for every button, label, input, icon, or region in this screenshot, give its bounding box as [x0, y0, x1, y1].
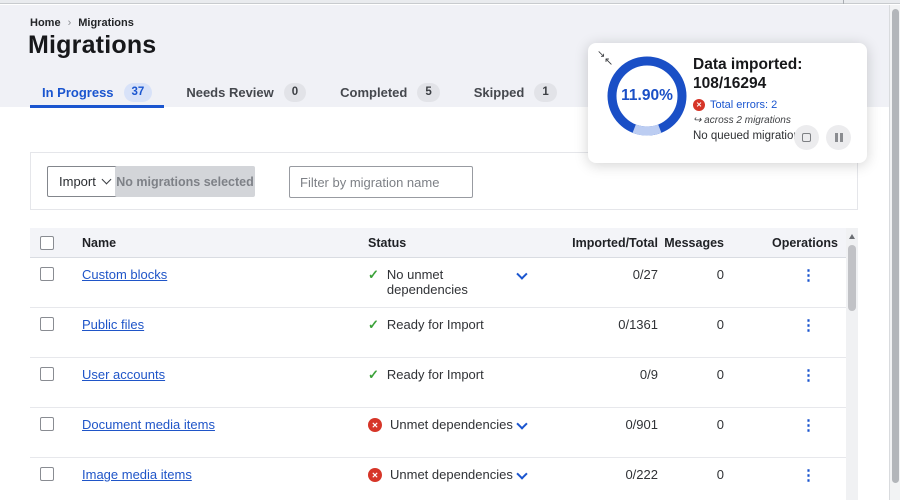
pause-icon [834, 133, 843, 142]
progress-card-buttons [794, 125, 851, 150]
row-checkbox[interactable] [40, 367, 54, 381]
check-icon: ✓ [368, 317, 379, 332]
operations-menu-icon[interactable]: ⋮ [801, 417, 816, 434]
migration-name-link[interactable]: Custom blocks [82, 267, 168, 282]
tab-needs-review[interactable]: Needs Review 0 [174, 78, 318, 107]
table-row: Public files ✓ Ready for Import 0/1361 0… [30, 308, 846, 358]
table-row: Document media items ✕ Unmet dependencie… [30, 408, 846, 458]
table-header-row: Name Status Imported/Total Messages Oper… [30, 228, 846, 258]
operations-menu-icon[interactable]: ⋮ [801, 267, 816, 284]
import-button[interactable]: Import [47, 166, 122, 197]
total-errors-link[interactable]: Total errors: 2 [710, 98, 778, 111]
chevron-down-icon [101, 174, 112, 185]
check-icon: ✓ [368, 367, 379, 382]
breadcrumb-current: Migrations [78, 17, 134, 29]
row-checkbox[interactable] [40, 467, 54, 481]
imported-total-value: 0/901 [625, 417, 658, 432]
chrome-divider [843, 0, 844, 4]
table-row: Custom blocks ✓ No unmet dependencies 0/… [30, 258, 846, 308]
status-text: Ready for Import [386, 317, 484, 332]
col-header-name: Name [82, 235, 117, 250]
tab-skipped[interactable]: Skipped 1 [462, 78, 569, 107]
chevron-down-icon[interactable] [516, 418, 528, 430]
browser-chrome-strip [0, 0, 900, 4]
col-header-imported: Imported/Total [572, 235, 658, 250]
pause-button[interactable] [826, 125, 851, 150]
operations-menu-icon[interactable]: ⋮ [801, 367, 816, 384]
progress-donut: 11.90% [606, 55, 688, 137]
status-text: Unmet dependencies [390, 467, 513, 482]
migration-name-link[interactable]: Document media items [82, 417, 215, 432]
status-text: Ready for Import [386, 367, 484, 382]
stop-button[interactable] [794, 125, 819, 150]
error-icon: ✕ [693, 98, 705, 111]
tab-bar: In Progress 37 Needs Review 0 Completed … [30, 78, 684, 108]
imported-total-value: 0/9 [639, 367, 658, 382]
operations-menu-icon[interactable]: ⋮ [801, 467, 816, 484]
status-text: No unmet dependencies [386, 267, 468, 297]
hook-arrow-icon: ↪ [693, 114, 702, 126]
table-scrollbar-thumb[interactable] [848, 245, 856, 311]
error-icon: ✕ [368, 418, 382, 432]
migration-name-link[interactable]: User accounts [82, 367, 166, 382]
data-imported-label: Data imported: [693, 56, 803, 73]
tab-label: Skipped [473, 85, 525, 100]
filter-input[interactable] [289, 166, 473, 198]
check-icon: ✓ [368, 267, 379, 282]
col-header-status: Status [368, 235, 407, 250]
page-title: Migrations [28, 31, 157, 59]
resize-icon[interactable]: ↘ [597, 49, 606, 60]
table-row: User accounts ✓ Ready for Import 0/9 0 ⋮ [30, 358, 846, 408]
progress-card: ↘ ↖ 11.90% Data imported: 108/16294 ✕ To… [588, 43, 867, 163]
breadcrumb-separator-icon: › [67, 17, 72, 29]
col-header-operations: Operations [772, 235, 838, 250]
tab-count-badge: 0 [283, 83, 307, 102]
imported-total-value: 0/1361 [618, 317, 658, 332]
row-checkbox[interactable] [40, 267, 54, 281]
imported-total-value: 0/27 [632, 267, 658, 282]
messages-value: 0 [716, 367, 724, 382]
select-all-checkbox[interactable] [40, 235, 54, 250]
row-checkbox[interactable] [40, 317, 54, 331]
scroll-up-icon[interactable] [849, 234, 855, 239]
tab-count-badge: 37 [123, 83, 153, 102]
migrations-table: Name Status Imported/Total Messages Oper… [30, 228, 858, 500]
progress-percent: 11.90% [621, 87, 673, 104]
messages-value: 0 [716, 317, 724, 332]
across-migrations-label: ↪ across 2 migrations [693, 114, 791, 126]
tab-in-progress[interactable]: In Progress 37 [30, 78, 165, 108]
breadcrumb: Home › Migrations [30, 17, 134, 29]
imported-total-value: 0/222 [625, 467, 658, 482]
page-scrollbar-thumb[interactable] [892, 9, 899, 483]
breadcrumb-home-link[interactable]: Home [30, 17, 61, 29]
table-scrollbar[interactable] [846, 228, 858, 500]
table-row: Image media items ✕ Unmet dependencies 0… [30, 458, 846, 500]
cursor-icon: ↖ [604, 56, 614, 68]
tab-label: Needs Review [186, 85, 274, 100]
chevron-down-icon[interactable] [516, 468, 528, 480]
no-selection-button: No migrations selected [115, 166, 255, 197]
messages-value: 0 [716, 267, 724, 282]
page-scrollbar[interactable] [889, 5, 900, 500]
migration-name-link[interactable]: Public files [82, 317, 145, 332]
tab-completed[interactable]: Completed 5 [328, 78, 452, 107]
tab-label: Completed [340, 85, 408, 100]
data-imported-value: 108/16294 [693, 74, 767, 92]
migration-name-link[interactable]: Image media items [82, 467, 192, 482]
tab-count-badge: 1 [534, 83, 557, 102]
tab-count-badge: 5 [417, 83, 440, 102]
messages-value: 0 [716, 417, 724, 432]
operations-menu-icon[interactable]: ⋮ [801, 317, 816, 334]
progress-card-info: Data imported: 108/16294 ✕ Total errors:… [693, 56, 851, 142]
col-header-messages: Messages [664, 235, 724, 250]
stop-icon [802, 133, 811, 142]
tab-label: In Progress [42, 85, 114, 100]
import-button-label: Import [59, 174, 96, 189]
error-icon: ✕ [368, 468, 382, 482]
status-text: Unmet dependencies [390, 417, 513, 432]
messages-value: 0 [716, 467, 724, 482]
row-checkbox[interactable] [40, 417, 54, 431]
queued-migrations-label: No queued migrations [693, 129, 806, 142]
